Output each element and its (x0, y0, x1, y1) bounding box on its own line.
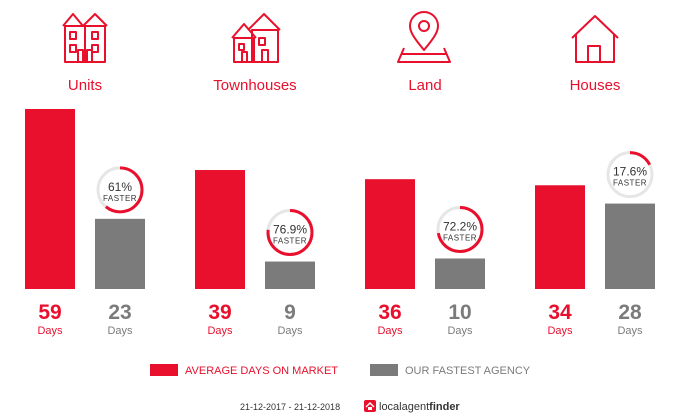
bar-fastest-houses (605, 203, 655, 289)
days-label-average-townhouses: Days (207, 325, 233, 337)
legend-label-fastest: OUR FASTEST AGENCY (405, 365, 531, 377)
days-label-average-land: Days (377, 325, 403, 337)
days-label-average-units: Days (37, 325, 63, 337)
bar-average-land (365, 179, 415, 289)
category-label-land: Land (408, 77, 441, 94)
bar-fastest-townhouses (265, 261, 315, 289)
bar-average-houses (535, 185, 585, 289)
days-label-fastest-townhouses: Days (277, 325, 303, 337)
faster-percent-land: 72.2% (443, 219, 477, 233)
brand-name-part2: finder (429, 401, 460, 413)
value-label-fastest-houses: 28 (618, 301, 642, 324)
category-label-townhouses: Townhouses (213, 77, 296, 94)
value-label-average-land: 36 (378, 301, 401, 324)
faster-ring-progress-land (436, 205, 484, 253)
days-label-fastest-units: Days (107, 325, 133, 337)
days-label-average-houses: Days (547, 325, 573, 337)
bar-fastest-units (95, 218, 145, 289)
date-range: 21-12-2017 - 21-12-2018 (240, 402, 340, 412)
value-label-fastest-townhouses: 9 (284, 301, 296, 324)
faster-percent-units: 61% (108, 180, 132, 194)
value-label-average-units: 59 (38, 301, 61, 324)
units-icon (62, 13, 108, 63)
bar-average-units (25, 109, 75, 289)
faster-label-land: FASTER (443, 233, 477, 242)
faster-label-houses: FASTER (613, 179, 647, 188)
faster-percent-houses: 17.6% (613, 165, 647, 179)
faster-ring-progress-houses (606, 151, 654, 199)
land-pin-icon (397, 11, 451, 63)
faster-ring-progress-townhouses (266, 209, 314, 257)
legend-swatch-fastest (370, 364, 398, 376)
days-label-fastest-houses: Days (617, 325, 643, 337)
bar-fastest-land (435, 258, 485, 289)
faster-label-units: FASTER (103, 194, 137, 203)
faster-ring-progress-units (96, 166, 144, 214)
chart-marks: 59Days23Days61%FASTER39Days9Days76.9%FAS… (25, 109, 655, 337)
brand-name: localagentfinder (379, 401, 460, 413)
localagentfinder-logo-icon (364, 400, 376, 412)
days-label-fastest-land: Days (447, 325, 473, 337)
category-label-houses: Houses (570, 77, 621, 94)
legend-label-average: AVERAGE DAYS ON MARKET (185, 365, 338, 377)
house-icon (571, 15, 619, 63)
faster-percent-townhouses: 76.9% (273, 223, 307, 237)
value-label-average-houses: 34 (548, 301, 572, 324)
faster-label-townhouses: FASTER (273, 237, 307, 246)
townhouses-icon (231, 13, 281, 63)
legend-swatch-average (150, 364, 178, 376)
value-label-average-townhouses: 39 (208, 301, 231, 324)
category-label-units: Units (68, 77, 102, 94)
value-label-fastest-units: 23 (108, 301, 131, 324)
bar-average-townhouses (195, 170, 245, 289)
value-label-fastest-land: 10 (448, 301, 471, 324)
brand-name-part1: localagent (379, 401, 429, 413)
legend: AVERAGE DAYS ON MARKET OUR FASTEST AGENC… (150, 364, 531, 377)
